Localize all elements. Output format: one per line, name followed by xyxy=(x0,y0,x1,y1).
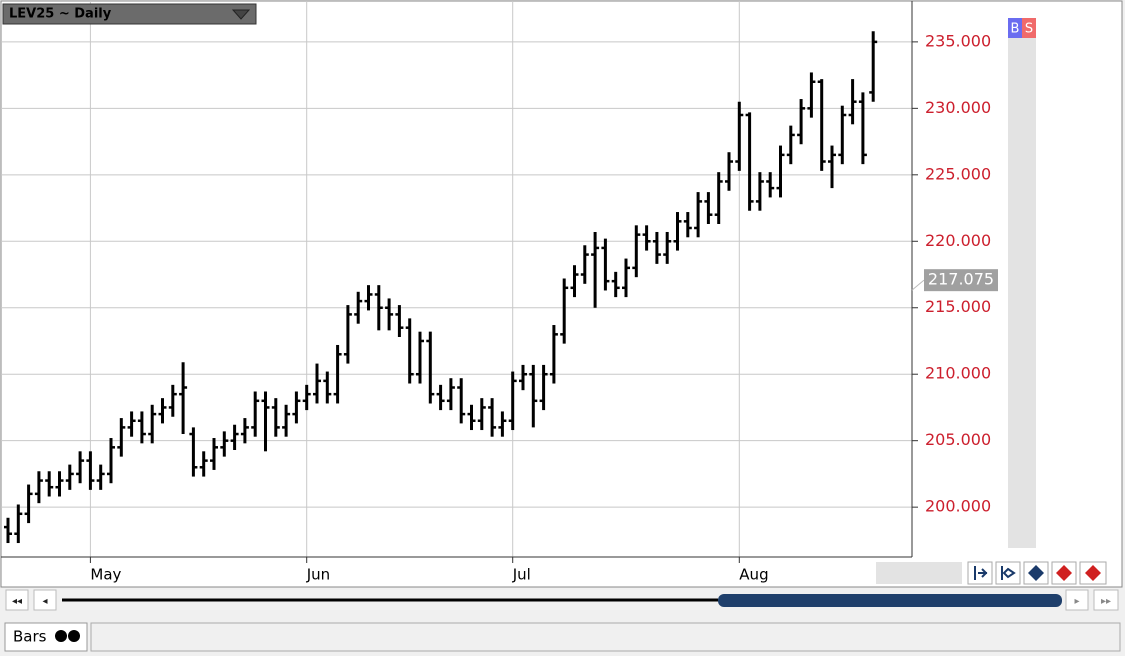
scroll-end-button[interactable] xyxy=(1093,589,1119,611)
chart-header[interactable] xyxy=(2,3,257,25)
x-tick-label: Jul xyxy=(512,566,531,584)
x-tick-label: Jun xyxy=(306,566,330,584)
scroll-start-button[interactable] xyxy=(5,589,29,611)
toolbar xyxy=(967,561,1107,585)
y-tick-label: 215.000 xyxy=(925,297,991,316)
price-marker-box xyxy=(924,269,998,292)
buy-button[interactable] xyxy=(1008,18,1022,38)
tool-button[interactable] xyxy=(995,561,1021,585)
scroll-icon: ▸▸ xyxy=(1101,596,1111,607)
y-tick-label: 205.000 xyxy=(925,430,991,449)
y-tick-label: 220.000 xyxy=(925,231,991,250)
tool-icon xyxy=(974,566,988,580)
tab-icon xyxy=(55,630,67,642)
y-tick-label: 210.000 xyxy=(925,364,991,383)
bars-tab-label: Bars xyxy=(13,628,47,646)
status-bar xyxy=(90,622,1121,652)
price-marker-pointer xyxy=(911,279,925,291)
chart-header-text: LEV25 ~ Daily xyxy=(9,7,112,22)
scroll-thumb[interactable] xyxy=(718,594,1062,607)
buy-label: B xyxy=(1011,22,1020,37)
tab-icon xyxy=(68,630,80,642)
price-marker-label: 217.075 xyxy=(928,270,994,289)
x-tick-label: May xyxy=(90,566,121,584)
tool-icon xyxy=(1028,565,1044,581)
scroll-icon: ▸ xyxy=(1074,596,1079,607)
scroll-icon: ◂ xyxy=(42,596,47,607)
scroll-right-button[interactable] xyxy=(1065,589,1089,611)
sell-label: S xyxy=(1025,22,1033,37)
tool-icon xyxy=(1085,565,1101,581)
tool-icon xyxy=(1001,566,1016,580)
y-tick-label: 235.000 xyxy=(925,31,991,50)
dropdown-arrow[interactable] xyxy=(231,9,251,20)
chart-panel xyxy=(0,0,1123,588)
y-tick-label: 225.000 xyxy=(925,164,991,183)
x-tick-label: Aug xyxy=(739,566,768,584)
y-tick-label: 230.000 xyxy=(925,98,991,117)
side-strip xyxy=(1008,18,1036,548)
toolbar-blank xyxy=(876,562,962,584)
plot-area: 200.000 205.000 210.000 215.000 220.000 225.0… xyxy=(1,1,991,584)
tool-icon xyxy=(1056,565,1072,581)
scroll-left-button[interactable] xyxy=(33,589,57,611)
y-tick-label: 200.000 xyxy=(925,497,991,516)
sell-button[interactable] xyxy=(1022,18,1036,38)
scroll-icon: ◂◂ xyxy=(12,596,22,607)
